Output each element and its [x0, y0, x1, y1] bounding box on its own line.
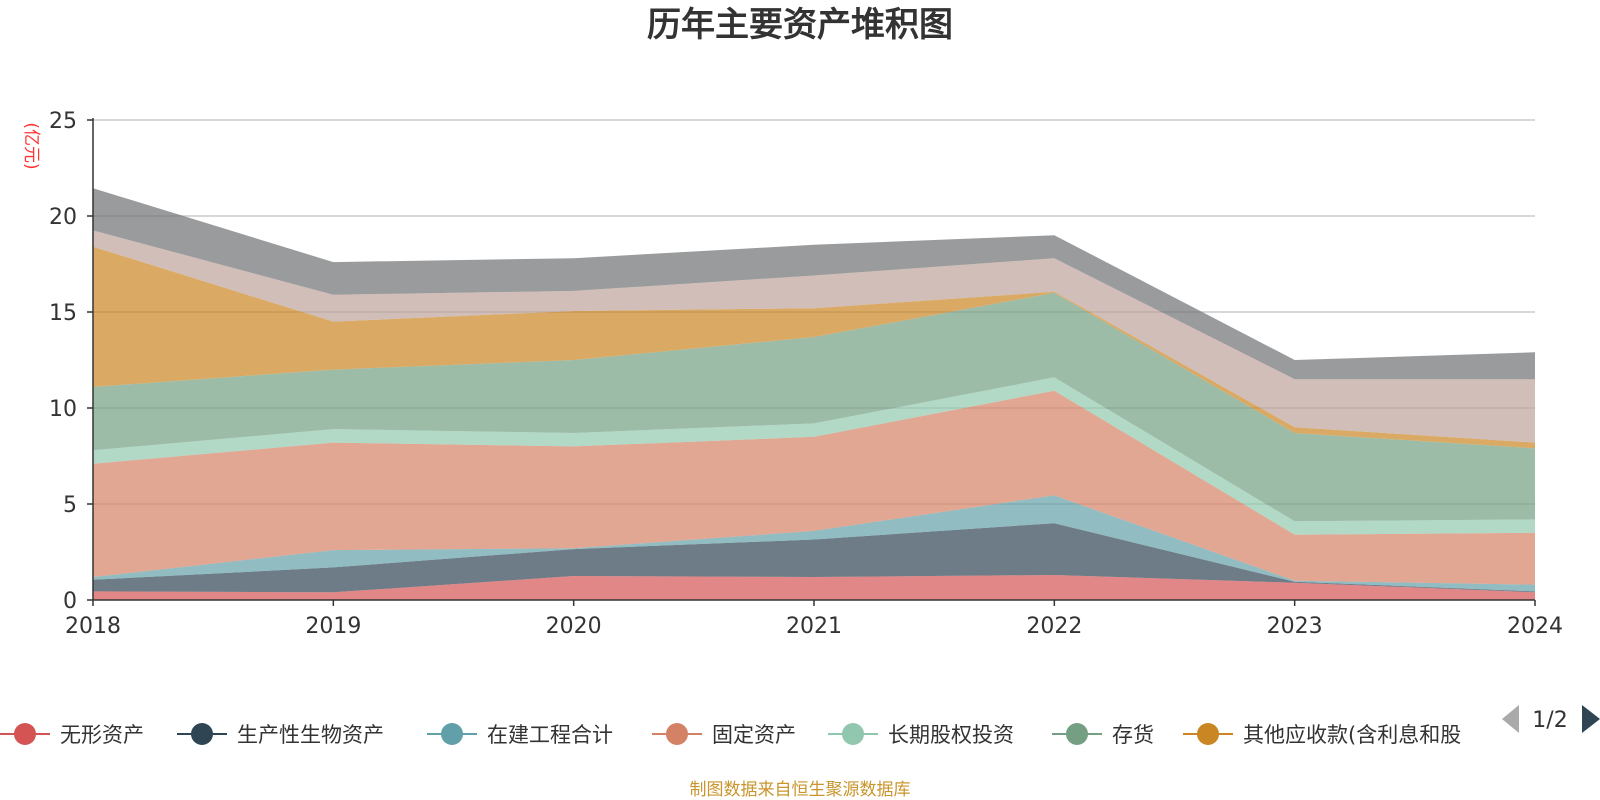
area-series[interactable] [93, 292, 1535, 522]
y-tick-label: 5 [63, 493, 77, 518]
legend-label: 在建工程合计 [487, 723, 613, 747]
legend-label: 固定资产 [712, 723, 796, 747]
y-tick-label: 15 [49, 301, 77, 326]
legend-item[interactable]: 其他应收款(含利息和股 [1183, 723, 1461, 747]
legend-circle-marker [14, 723, 36, 745]
area-series[interactable] [93, 390, 1535, 585]
y-tick-label: 0 [63, 589, 77, 614]
legend-item[interactable]: 在建工程合计 [427, 723, 613, 747]
x-tick-label: 2018 [65, 614, 121, 639]
y-tick-label: 25 [49, 109, 77, 134]
legend-item[interactable]: 存货 [1052, 723, 1154, 747]
legend-item[interactable]: 长期股权投资 [828, 723, 1014, 747]
axes [87, 118, 1536, 606]
legend-prev-page-icon[interactable] [1502, 705, 1519, 733]
area-series[interactable] [93, 523, 1535, 593]
legend-circle-marker [191, 723, 213, 745]
y-tick-label: 10 [49, 397, 77, 422]
x-tick-labels: 2018 2019 2020 2021 2022 2023 2024 [65, 614, 1563, 639]
x-tick-label: 2019 [305, 614, 361, 639]
legend-label: 生产性生物资产 [237, 723, 384, 747]
y-axis-unit: (亿元) [21, 122, 41, 169]
legend-item[interactable]: 生产性生物资产 [177, 723, 384, 747]
legend-circle-marker [842, 723, 864, 745]
legend-items: 无形资产 生产性生物资产 在建工程合计 固定资产 长期股权投资 存货 其他应收款(含利息和股 [0, 723, 1461, 747]
area-series[interactable] [93, 230, 1535, 443]
x-tick-label: 2023 [1267, 614, 1323, 639]
legend-circle-marker [1066, 723, 1088, 745]
area-series[interactable] [93, 575, 1535, 600]
x-tick-label: 2024 [1507, 614, 1563, 639]
area-series-group [93, 188, 1535, 600]
x-tick-label: 2021 [786, 614, 842, 639]
legend-circle-marker [441, 723, 463, 745]
area-series[interactable] [93, 188, 1535, 380]
legend-circle-marker [1197, 723, 1219, 745]
chart-title: 历年主要资产堆积图 [647, 5, 953, 45]
legend-next-page-icon[interactable] [1582, 705, 1600, 733]
x-tick-label: 2020 [546, 614, 602, 639]
area-series[interactable] [93, 246, 1535, 449]
y-tick-label: 20 [49, 205, 77, 230]
legend-pager: 1/2 [1502, 705, 1600, 733]
x-tick-label: 2022 [1026, 614, 1082, 639]
data-source-footer: 制图数据来自恒生聚源数据库 [690, 780, 911, 800]
legend-page-indicator: 1/2 [1532, 708, 1567, 733]
legend-label: 长期股权投资 [888, 723, 1014, 747]
legend-label: 其他应收款(含利息和股 [1243, 723, 1461, 747]
y-tick-labels: 0 5 10 15 20 25 [49, 109, 77, 614]
legend: 无形资产 生产性生物资产 在建工程合计 固定资产 长期股权投资 存货 其他应收款(含利息和股 [0, 723, 1461, 747]
legend-item[interactable]: 固定资产 [652, 723, 796, 747]
legend-item[interactable]: 无形资产 [0, 723, 144, 747]
legend-label: 存货 [1112, 723, 1154, 747]
legend-label: 无形资产 [60, 723, 144, 747]
legend-circle-marker [666, 723, 688, 745]
